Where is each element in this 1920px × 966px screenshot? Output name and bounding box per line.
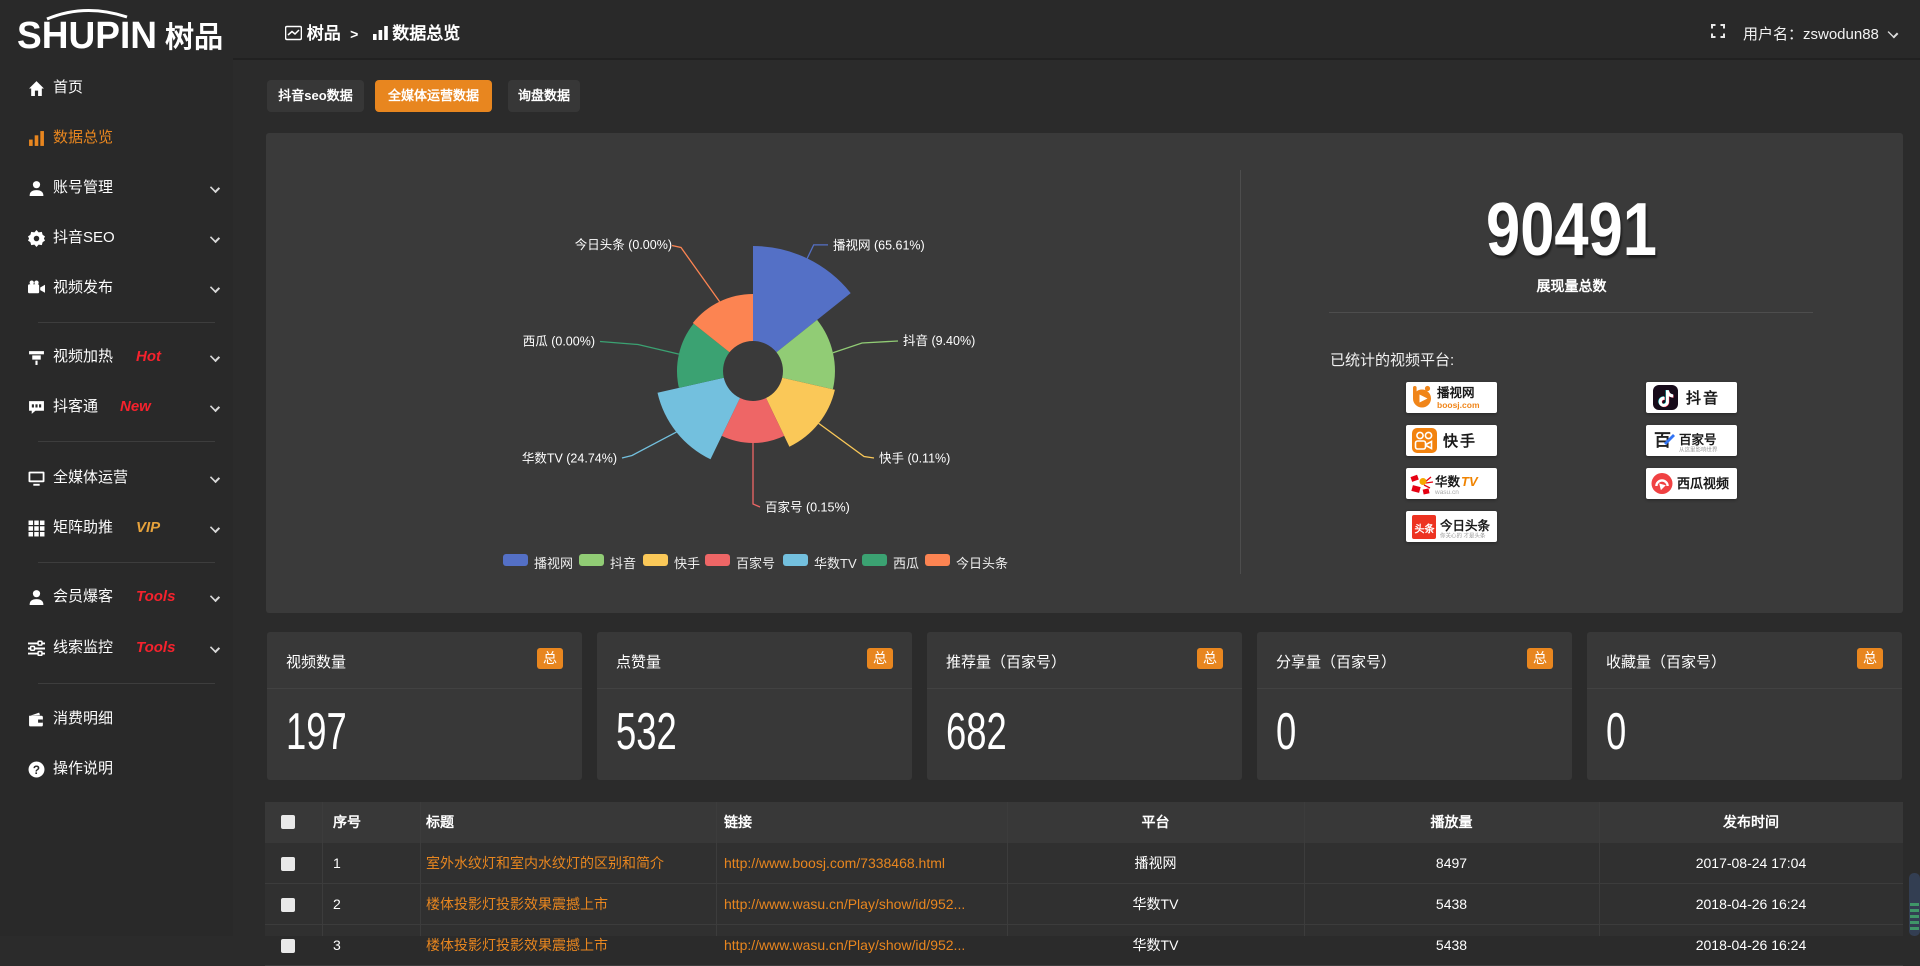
- svg-text:今日头条 (0.00%): 今日头条 (0.00%): [575, 237, 672, 252]
- svg-text:?: ?: [33, 764, 40, 777]
- svg-text:快手: 快手: [1443, 432, 1477, 450]
- svg-text:播视网 (65.61%): 播视网 (65.61%): [833, 238, 925, 253]
- svg-text:华数TV (24.74%): 华数TV (24.74%): [522, 451, 617, 466]
- svg-text:SHUPIN: SHUPIN: [17, 15, 157, 57]
- svg-text:今日头条: 今日头条: [1439, 518, 1491, 533]
- svg-text:wasu.cn: wasu.cn: [1434, 489, 1459, 496]
- svg-text:西瓜 (0.00%): 西瓜 (0.00%): [523, 335, 595, 349]
- svg-text:树品: 树品: [165, 21, 223, 54]
- svg-text:华数: 华数: [1435, 474, 1461, 489]
- svg-text:你关心的 才是头条: 你关心的 才是头条: [1440, 532, 1486, 540]
- svg-text:从这里影响世界: 从这里影响世界: [1679, 446, 1718, 454]
- svg-text:百: 百: [1654, 431, 1671, 450]
- svg-text:快手 (0.11%): 快手 (0.11%): [879, 452, 950, 466]
- svg-text:播视网: 播视网: [1437, 385, 1475, 400]
- svg-text:百家号 (0.15%): 百家号 (0.15%): [765, 500, 850, 515]
- svg-text:百家号: 百家号: [1679, 432, 1717, 447]
- svg-text:头条: 头条: [1415, 523, 1436, 536]
- svg-text:抖音 (9.40%): 抖音 (9.40%): [903, 333, 975, 348]
- svg-text:TV: TV: [1461, 474, 1479, 489]
- svg-text:西瓜视频: 西瓜视频: [1677, 476, 1729, 491]
- svg-text:boosj.com: boosj.com: [1437, 400, 1480, 410]
- svg-text:抖音: 抖音: [1686, 389, 1720, 407]
